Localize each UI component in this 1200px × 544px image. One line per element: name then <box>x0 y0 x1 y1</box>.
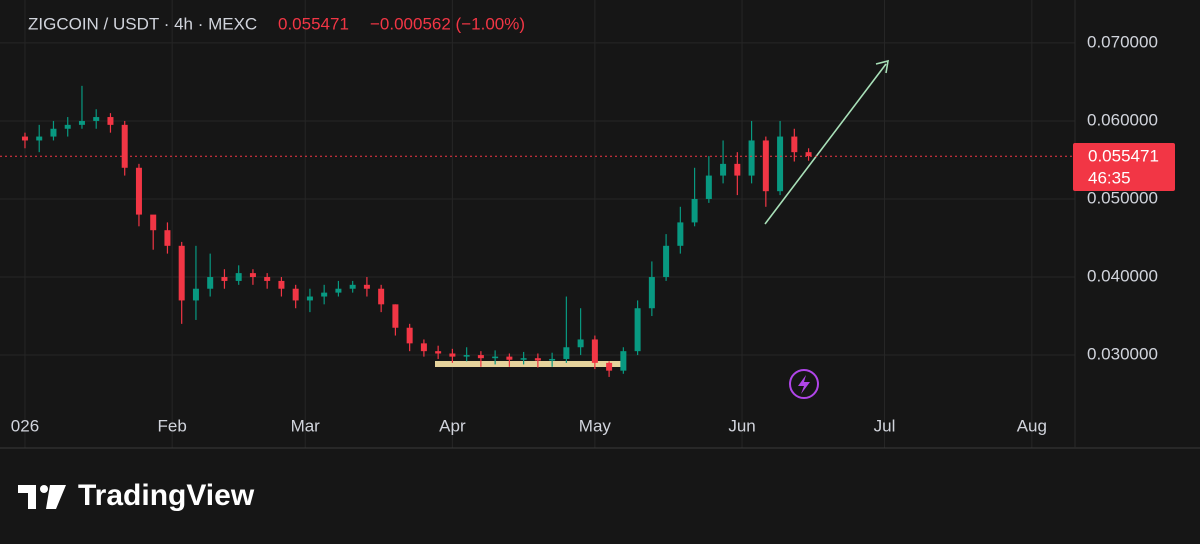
price-label-box <box>1073 143 1175 191</box>
flash-bolt <box>798 375 810 394</box>
candle-body <box>306 296 313 301</box>
brand-name: TradingView <box>78 479 255 512</box>
price-label-value: 0.055471 <box>1088 146 1159 165</box>
candle-body <box>406 327 413 344</box>
symbol-title: ZIGCOIN / USDT · 4h · MEXC <box>28 14 257 33</box>
candle-body <box>705 175 712 199</box>
candle-body <box>549 358 556 361</box>
arrow-head <box>875 59 889 74</box>
trend-arrow <box>764 63 887 225</box>
candle-body <box>21 136 28 141</box>
candle-body <box>620 351 627 371</box>
candle-body <box>492 356 499 359</box>
candle-body <box>648 277 655 309</box>
candles <box>21 85 812 377</box>
candle-body <box>563 347 570 359</box>
candle-body <box>107 117 114 125</box>
price-label: 0.055471 46:35 <box>1073 143 1175 191</box>
y-tick-label: 0.070000 <box>1087 32 1158 51</box>
candle-body <box>78 120 85 125</box>
x-tick-label: Feb <box>157 416 186 435</box>
countdown: 46:35 <box>1088 168 1131 187</box>
candle-body <box>720 163 727 176</box>
candle-body <box>192 288 199 301</box>
candle-body <box>663 245 670 278</box>
candle-body <box>278 280 285 289</box>
last-price: 0.055471 <box>278 14 349 33</box>
candle-body <box>691 198 698 223</box>
candle-body <box>577 339 584 348</box>
candle-body <box>121 124 128 168</box>
support-band <box>435 361 625 367</box>
candle-body <box>36 136 43 141</box>
candle-body <box>178 245 185 301</box>
logo-t <box>18 485 36 509</box>
candle-body <box>791 136 798 153</box>
candle-body <box>264 277 271 281</box>
candle-body <box>93 117 100 121</box>
candle-body <box>349 284 356 289</box>
candle-body <box>135 167 142 215</box>
x-tick-label: May <box>579 416 612 435</box>
candle-body <box>634 308 641 352</box>
x-tick-label: Mar <box>291 416 321 435</box>
candle-body <box>378 288 385 305</box>
logo-dot <box>40 485 48 493</box>
candle-body <box>235 273 242 281</box>
candle-body <box>321 292 328 297</box>
candle-body <box>606 362 613 371</box>
logo-v <box>46 485 66 509</box>
candle-body <box>762 140 769 192</box>
flash-icon <box>789 369 819 399</box>
candle-body <box>164 230 171 246</box>
grid <box>0 0 1075 448</box>
x-tick-label: Jul <box>874 416 896 435</box>
candle-body <box>50 128 57 137</box>
candle-body <box>64 124 71 129</box>
candle-body <box>392 304 399 328</box>
candle-body <box>748 140 755 176</box>
y-tick-label: 0.050000 <box>1087 188 1158 207</box>
candle-body <box>506 356 513 360</box>
x-tick-label: Apr <box>439 416 466 435</box>
candle-body <box>420 343 427 352</box>
candle-body <box>449 353 456 357</box>
candle-body <box>363 284 370 289</box>
candle-body <box>734 163 741 176</box>
candle-body <box>207 277 214 289</box>
candle-body <box>335 288 342 293</box>
y-tick-label: 0.040000 <box>1087 267 1158 286</box>
candle-body <box>477 355 484 359</box>
y-tick-label: 0.030000 <box>1087 345 1158 364</box>
candle-body <box>463 355 470 357</box>
candle-body <box>805 152 812 157</box>
x-tick-label: Jun <box>728 416 755 435</box>
candle-body <box>520 358 527 360</box>
price-change: −0.000562 (−1.00%) <box>370 14 525 33</box>
candle-body <box>249 273 256 278</box>
candle-body <box>591 339 598 363</box>
candle-body <box>221 277 228 281</box>
candle-body <box>292 288 299 301</box>
candle-body <box>777 136 784 192</box>
candle-body <box>677 222 684 246</box>
y-tick-label: 0.060000 <box>1087 110 1158 129</box>
x-tick-label: 026 <box>11 416 39 435</box>
candle-body <box>435 351 442 354</box>
brand-logo: TradingView <box>18 479 255 512</box>
candle-body <box>150 214 157 231</box>
candle-body <box>534 358 541 361</box>
x-tick-label: Aug <box>1017 416 1047 435</box>
